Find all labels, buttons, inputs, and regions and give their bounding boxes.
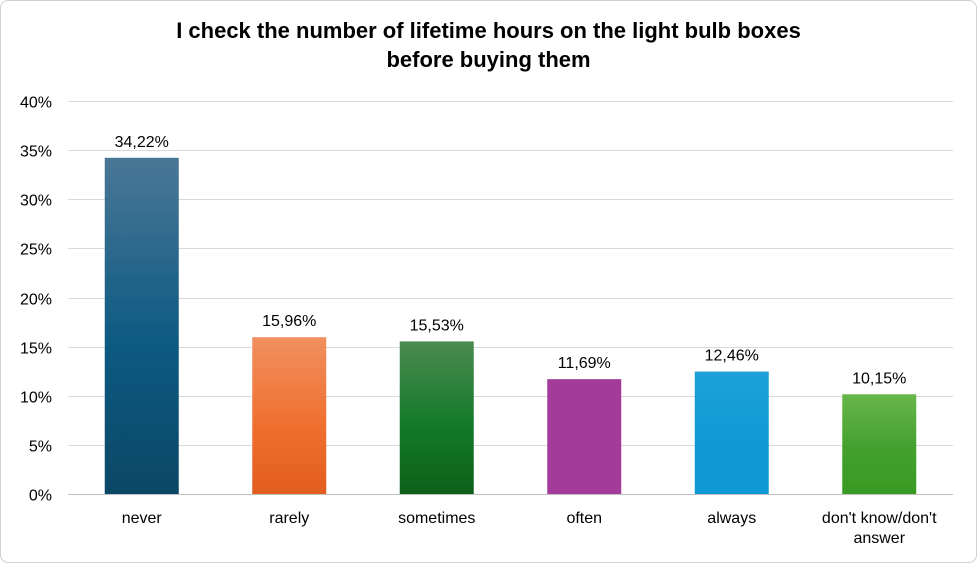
bar xyxy=(104,157,179,494)
data-label: 34,22% xyxy=(115,134,169,151)
y-tick-label: 0% xyxy=(29,488,52,505)
bar xyxy=(842,394,917,494)
y-tick-label: 40% xyxy=(20,95,52,112)
data-label: 15,96% xyxy=(262,313,316,330)
chart-title-line-2: before buying them xyxy=(386,47,591,72)
bars xyxy=(104,157,917,494)
bar xyxy=(694,371,769,494)
data-label: 10,15% xyxy=(852,370,906,387)
x-tick-label: always xyxy=(707,510,756,527)
y-tick-label: 15% xyxy=(20,341,52,358)
x-axis-tick-labels: never rarely sometimes often always don't kno… xyxy=(122,510,937,547)
y-tick-label: 30% xyxy=(20,193,52,210)
y-tick-label: 25% xyxy=(20,242,52,259)
y-axis-tick-labels: 0% 5% 10% 15% 20% 25% 30% 35% 40% xyxy=(20,95,52,505)
y-tick-label: 35% xyxy=(20,144,52,161)
gridlines xyxy=(68,101,953,495)
x-tick-label: don't know/don't answer xyxy=(822,510,937,547)
y-tick-label: 5% xyxy=(29,439,52,456)
bar xyxy=(547,379,622,494)
x-tick-label: often xyxy=(566,510,602,527)
bar xyxy=(399,341,474,494)
chart-title: I check the number of lifetime hours on … xyxy=(0,16,977,74)
data-label: 15,53% xyxy=(410,317,464,334)
data-label: 11,69% xyxy=(558,355,611,372)
chart-title-line-1: I check the number of lifetime hours on … xyxy=(176,18,801,43)
data-label: 12,46% xyxy=(705,348,759,365)
y-tick-label: 10% xyxy=(20,390,52,407)
x-tick-label: sometimes xyxy=(398,510,475,527)
x-tick-label: never xyxy=(122,510,163,527)
y-tick-label: 20% xyxy=(20,292,52,309)
data-labels: 34,22% 15,96% 15,53% 11,69% 12,46% 10,15% xyxy=(115,134,907,387)
x-tick-label: rarely xyxy=(269,510,309,527)
bar xyxy=(252,337,327,494)
